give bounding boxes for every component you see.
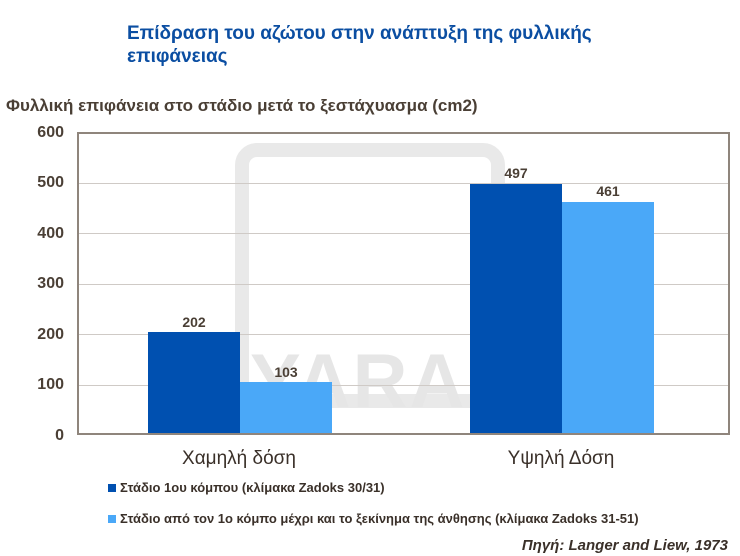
value-label: 103: [274, 364, 298, 380]
plot-area: 202 103 497 461: [77, 132, 730, 435]
value-label: 202: [182, 314, 206, 330]
bar-low-dose-stage2: [240, 382, 332, 433]
bar-low-dose-stage1: [148, 332, 240, 433]
gridline: [79, 183, 728, 184]
y-tick-200: 200: [37, 326, 64, 343]
y-tick-600: 600: [37, 124, 64, 141]
legend-swatch-light-blue-icon: [108, 514, 116, 523]
y-axis-label: Φυλλική επιφάνεια στο στάδιο μετά το ξεσ…: [6, 96, 478, 115]
gridline: [79, 385, 728, 386]
bar-high-dose-stage1: [470, 184, 562, 433]
bar-high-dose-stage2: [562, 202, 654, 433]
value-label: 461: [596, 183, 620, 199]
value-label: 497: [504, 165, 528, 181]
gridline: [79, 284, 728, 285]
y-tick-0: 0: [55, 427, 64, 444]
y-tick-400: 400: [37, 225, 64, 242]
y-tick-300: 300: [37, 275, 64, 292]
y-tick-500: 500: [37, 174, 64, 191]
chart-title: Επίδραση του αζώτου στην ανάπτυξη της φυ…: [127, 23, 592, 67]
legend-swatch-dark-blue-icon: [108, 483, 116, 492]
gridline: [79, 334, 728, 335]
y-tick-100: 100: [37, 376, 64, 393]
legend-item-stage2: Στάδιο από τον 1ο κόμπο μέχρι και το ξεκ…: [108, 511, 639, 526]
x-category-high-dose: Υψηλή Δόση: [507, 448, 615, 469]
x-category-low-dose: Χαμηλή δόση: [182, 448, 296, 469]
gridline: [79, 233, 728, 234]
legend-label: Στάδιο από τον 1ο κόμπο μέχρι και το ξεκ…: [120, 511, 639, 526]
legend-label: Στάδιο 1ου κόμπου (κλίμακα Zadoks 30/31): [120, 480, 385, 495]
legend-item-stage1: Στάδιο 1ου κόμπου (κλίμακα Zadoks 30/31): [108, 480, 385, 495]
source-citation: Πηγή: Langer and Liew, 1973: [521, 537, 728, 554]
